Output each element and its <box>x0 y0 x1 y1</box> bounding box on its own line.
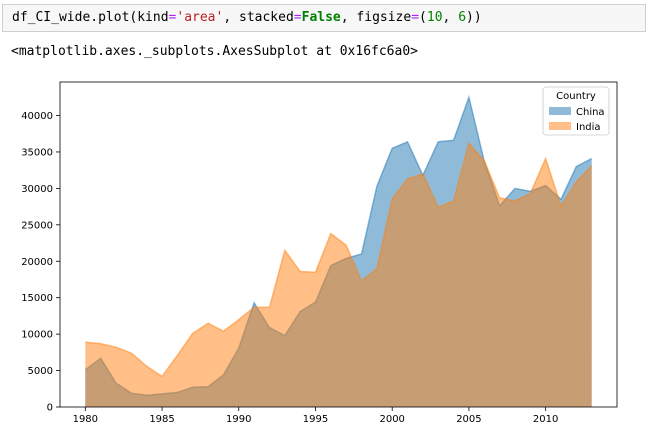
y-tick-label: 15000 <box>21 293 53 304</box>
x-tick-label: 2005 <box>456 414 481 425</box>
code-token: )) <box>466 10 482 25</box>
y-axis: 0 5000 10000 15000 20000 25000 30000 35000 40000 <box>21 111 60 414</box>
legend-label-india: India <box>576 122 601 133</box>
x-tick-label: 2000 <box>379 414 404 425</box>
axes-frame <box>59 81 618 408</box>
cell-output: <matplotlib.axes._subplots.AxesSubplot a… <box>11 44 418 59</box>
y-tick-label: 5000 <box>28 366 53 377</box>
code-token: 'area' <box>176 10 224 25</box>
area-series-group <box>84 94 593 408</box>
legend-swatch-india <box>549 122 571 130</box>
legend-title: Country <box>556 91 596 102</box>
code-token: df_CI_wide.plot(kind <box>12 10 169 25</box>
y-tick-label: 25000 <box>21 220 53 231</box>
y-tick-label: 0 <box>47 403 53 414</box>
code-token: = <box>411 10 420 25</box>
code-token: = <box>168 10 177 25</box>
y-tick-label: 30000 <box>21 184 53 195</box>
x-axis: 1980 1985 1990 1995 2000 2005 2010 <box>73 407 558 425</box>
y-tick-label: 35000 <box>21 147 53 158</box>
legend-swatch-china <box>549 107 571 115</box>
code-cell[interactable]: df_CI_wide.plot(kind='area', stacked=Fal… <box>2 4 646 32</box>
legend: Country China India <box>542 86 610 136</box>
code-token: False <box>301 10 341 25</box>
code-token: 10 <box>426 10 443 25</box>
x-tick-label: 1990 <box>226 414 251 425</box>
code-token: , <box>442 10 459 25</box>
code-token: , stacked <box>223 10 294 25</box>
x-tick-label: 1995 <box>303 414 328 425</box>
x-tick-label: 1980 <box>73 414 98 425</box>
x-tick-label: 2010 <box>533 414 558 425</box>
area-india <box>85 143 592 407</box>
y-tick-label: 20000 <box>21 257 53 268</box>
y-tick-label: 10000 <box>21 330 53 341</box>
code-token: 6 <box>458 10 467 25</box>
legend-label-china: China <box>576 107 605 118</box>
code-token: , figsize <box>340 10 412 25</box>
x-tick-label: 1985 <box>149 414 174 425</box>
y-tick-label: 40000 <box>21 111 53 122</box>
code-token: = <box>293 10 302 25</box>
line-india <box>85 141 593 378</box>
code-token: ( <box>419 10 427 25</box>
